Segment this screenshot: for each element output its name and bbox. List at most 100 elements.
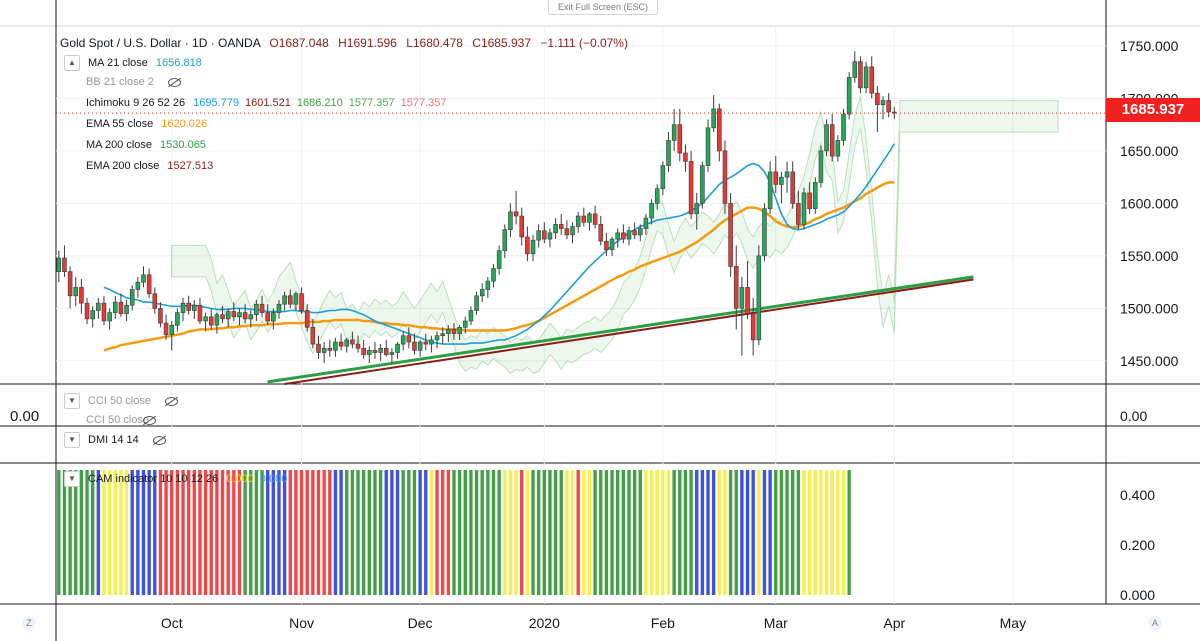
cam-bar [316, 470, 321, 595]
candle-body [502, 229, 508, 251]
candle-body [56, 257, 62, 272]
indicator-row[interactable]: BB 21 close 2 [86, 76, 181, 88]
cam-bar [824, 470, 829, 595]
indicator-name: Ichimoku 9 26 52 26 [86, 97, 186, 109]
candle-body [129, 289, 135, 306]
candle-body [96, 302, 101, 311]
candle-body [762, 208, 767, 257]
time-axis-label: Mar [764, 615, 788, 631]
candle-body [197, 304, 203, 322]
cam-bar [130, 470, 134, 595]
candle-body [536, 230, 541, 241]
ma21-line [103, 143, 895, 345]
candle-body [395, 343, 400, 353]
indicator-value: 1686.210 [296, 97, 343, 109]
cci-legend-2: CCI 50 close [86, 414, 156, 426]
cam-bar [762, 470, 767, 595]
time-axis-label: Dec [408, 615, 433, 631]
candle-body [604, 240, 609, 250]
candle-body [203, 316, 208, 322]
candle-body [220, 314, 225, 320]
cam-legend: ▼ CAM indicator 10 10 12 26 0.000 0.000 [64, 471, 293, 487]
candle-body [553, 224, 558, 234]
cam-value-2: 0.000 [259, 473, 288, 485]
candle-body [112, 301, 118, 313]
cam-bar [294, 470, 298, 595]
candle-body [717, 108, 722, 152]
cam-bar [457, 470, 462, 595]
candle-body [570, 226, 575, 236]
cam-bar [186, 470, 191, 595]
candle-body [67, 271, 73, 297]
exit-fullscreen-button[interactable]: Exit Full Screen (ESC) [548, 0, 658, 15]
cam-tick-label: 0.200 [1120, 537, 1155, 553]
candle-body [237, 312, 242, 318]
cam-bar [723, 470, 727, 595]
indicator-value: 1601.521 [244, 97, 291, 109]
cam-bar [277, 470, 281, 595]
cam-bar [243, 470, 247, 595]
indicator-value: 1577.357 [348, 97, 395, 109]
candle-body [886, 100, 891, 113]
cam-bar [661, 470, 665, 595]
cam-bar [435, 470, 439, 595]
indicator-row[interactable]: EMA 55 close 1620.026 [86, 118, 213, 130]
cam-bar [531, 470, 535, 595]
indicator-row[interactable]: EMA 200 close 1527.513 [86, 160, 219, 172]
cam-bar [711, 470, 716, 595]
cam-bar [164, 470, 168, 595]
eye-hidden-icon[interactable] [167, 77, 181, 87]
cam-tick-label: 0.000 [1120, 587, 1155, 603]
candle-body [124, 304, 129, 314]
candle-body [333, 341, 338, 351]
indicator-name: BB 21 close 2 [86, 76, 154, 88]
cam-bar [819, 470, 823, 595]
cam-bar [153, 470, 157, 595]
eye-hidden-icon[interactable] [142, 415, 156, 425]
cam-bar [113, 470, 117, 595]
candle-body [434, 335, 440, 341]
corner-left-button[interactable]: Z [22, 616, 36, 630]
indicator-row[interactable]: MA 200 close 1530.065 [86, 139, 212, 151]
cam-bar [232, 470, 236, 595]
candle-body [666, 140, 671, 166]
indicator-value: 1527.513 [167, 160, 214, 172]
candle-body [711, 108, 716, 129]
chevron-up-icon[interactable]: ▲ [64, 55, 80, 71]
indicator-row[interactable]: Ichimoku 9 26 52 26 1695.779 1601.521 1686.… [86, 97, 453, 109]
eye-hidden-icon[interactable] [164, 396, 178, 406]
eye-hidden-icon[interactable] [152, 435, 166, 445]
candle-body [338, 341, 344, 347]
candle-body [84, 302, 90, 320]
candle-body [863, 66, 869, 89]
candle-body [367, 350, 372, 355]
chevron-down-icon[interactable]: ▼ [64, 432, 80, 448]
indicator-row[interactable]: ▲ MA 21 close 1656.818 [64, 55, 208, 71]
candle-body [558, 224, 564, 229]
candle-body [208, 316, 214, 326]
candle-body [496, 250, 502, 269]
cam-bar [802, 470, 806, 595]
candle-body [355, 343, 361, 349]
candle-body [282, 295, 287, 305]
candle-body [383, 347, 389, 355]
candle-body [440, 333, 445, 337]
cam-bar [339, 470, 343, 595]
candle-body [214, 314, 220, 326]
candle-body [671, 124, 677, 141]
candle-body [728, 203, 733, 267]
candle-body [423, 341, 429, 345]
cam-bar [717, 470, 721, 595]
chevron-down-icon[interactable]: ▼ [64, 471, 80, 487]
candle-body [564, 228, 570, 236]
chevron-down-icon[interactable]: ▼ [64, 393, 80, 409]
cam-bar [796, 470, 801, 595]
corner-right-button[interactable]: A [1148, 616, 1162, 630]
cam-bar [452, 470, 456, 595]
candle-body [525, 236, 530, 255]
cam-bar [813, 470, 817, 595]
cam-bar [175, 470, 180, 595]
candle-body [158, 308, 163, 324]
cam-bar [124, 470, 129, 595]
